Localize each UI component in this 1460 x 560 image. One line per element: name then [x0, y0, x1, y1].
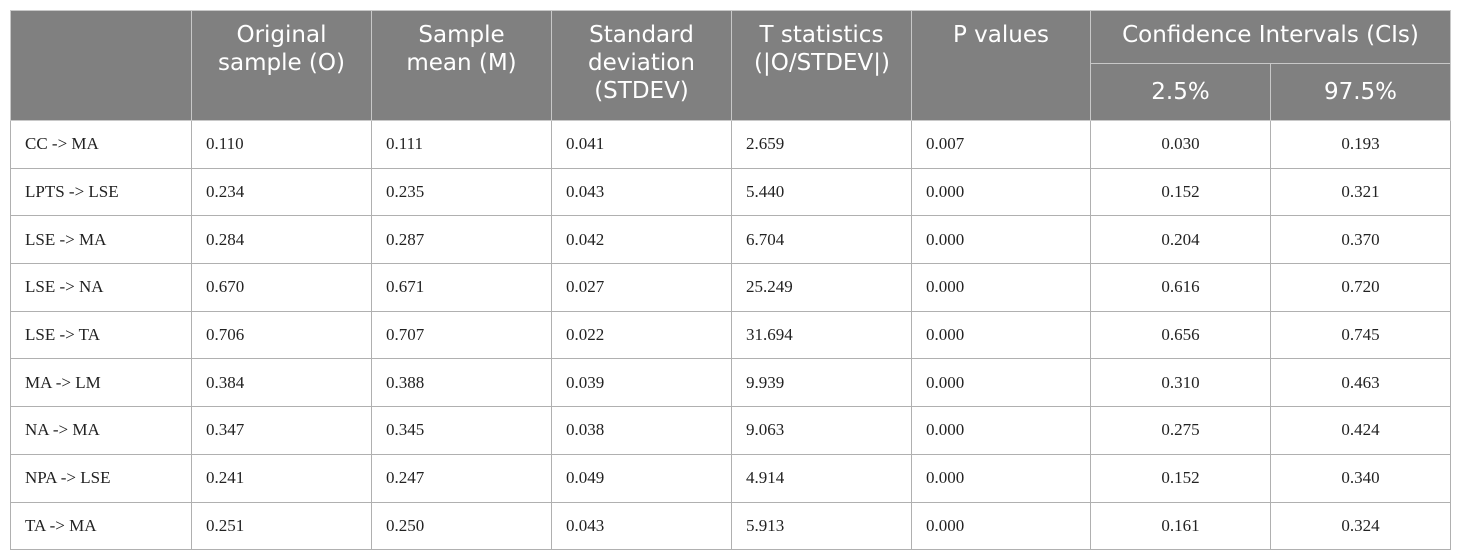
table-body: CC -> MA 0.110 0.111 0.041 2.659 0.007 0.030 0.…: [10, 120, 1451, 551]
row-label: NPA -> LSE: [10, 453, 192, 503]
table-row: NA -> MA 0.347 0.345 0.038 9.063 0.000 0.275 0.…: [10, 406, 1451, 455]
table-cell: 0.000: [911, 263, 1091, 312]
table-cell: 0.347: [191, 406, 372, 455]
header-cell: T statistics (|O/STDEV|): [731, 10, 912, 121]
table-cell: 6.704: [731, 215, 912, 265]
header-cell: [10, 10, 192, 121]
table-cell: 0.310: [1090, 358, 1271, 408]
table-row: TA -> MA 0.251 0.250 0.043 5.913 0.000 0.161 0.…: [10, 501, 1451, 551]
table-cell: 0.161: [1090, 501, 1271, 551]
row-label: NA -> MA: [10, 406, 192, 455]
table-cell: 0.007: [911, 120, 1091, 169]
table-cell: 0.041: [551, 120, 732, 169]
table-cell: 0.250: [371, 501, 552, 551]
table-cell: 0.000: [911, 453, 1091, 503]
table-cell: 0.043: [551, 167, 732, 217]
header-cell: P values: [911, 10, 1091, 121]
table-row: MA -> LM 0.384 0.388 0.039 9.939 0.000 0.310 0.…: [10, 358, 1451, 408]
row-label: TA -> MA: [10, 501, 192, 551]
table-cell: 0.706: [191, 310, 372, 360]
table-cell: 0.235: [371, 167, 552, 217]
table-cell: 0.039: [551, 358, 732, 408]
table-cell: 5.913: [731, 501, 912, 551]
header-cell: Standard deviation (STDEV): [551, 10, 732, 121]
table-cell: 0.000: [911, 406, 1091, 455]
row-label: MA -> LM: [10, 358, 192, 408]
row-label: LPTS -> LSE: [10, 167, 192, 217]
table-row: LPTS -> LSE 0.234 0.235 0.043 5.440 0.000 0.15…: [10, 167, 1451, 217]
table-cell: 0.000: [911, 310, 1091, 360]
table-cell: 0.234: [191, 167, 372, 217]
table-cell: 0.745: [1270, 310, 1451, 360]
table-cell: 0.049: [551, 453, 732, 503]
header-subcell: 97.5%: [1270, 63, 1451, 121]
table-cell: 31.694: [731, 310, 912, 360]
table-cell: 0.321: [1270, 167, 1451, 217]
table-cell: 0.284: [191, 215, 372, 265]
table-cell: 0.463: [1270, 358, 1451, 408]
header-cell: Original sample (O): [191, 10, 372, 121]
header-subcell: 2.5%: [1090, 63, 1271, 121]
table-cell: 0.000: [911, 501, 1091, 551]
table-cell: 0.204: [1090, 215, 1271, 265]
table-cell: 5.440: [731, 167, 912, 217]
table-cell: 0.324: [1270, 501, 1451, 551]
header-cell: Sample mean (M): [371, 10, 552, 121]
row-label: LSE -> MA: [10, 215, 192, 265]
table-cell: 0.000: [911, 167, 1091, 217]
header-row: Original sample (O) Sample mean (M) Standa…: [10, 10, 1451, 121]
table-cell: 25.249: [731, 263, 912, 312]
table-cell: 0.030: [1090, 120, 1271, 169]
table-row: LSE -> MA 0.284 0.287 0.042 6.704 0.000 0.204 0…: [10, 215, 1451, 265]
table-row: LSE -> NA 0.670 0.671 0.027 25.249 0.000 0.616…: [10, 263, 1451, 312]
header-group-cell: Confidence Intervals (CIs): [1090, 10, 1451, 64]
table-cell: 0.027: [551, 263, 732, 312]
row-label: LSE -> NA: [10, 263, 192, 312]
row-label: LSE -> TA: [10, 310, 192, 360]
table-cell: 0.656: [1090, 310, 1271, 360]
table-header: Original sample (O) Sample mean (M) Standa…: [10, 10, 1451, 121]
results-table: Original sample (O) Sample mean (M) Standa…: [10, 10, 1451, 551]
table-cell: 0.111: [371, 120, 552, 169]
table-cell: 0.370: [1270, 215, 1451, 265]
table-cell: 0.241: [191, 453, 372, 503]
table-cell: 0.110: [191, 120, 372, 169]
table-cell: 0.340: [1270, 453, 1451, 503]
table-cell: 0.345: [371, 406, 552, 455]
table-cell: 0.670: [191, 263, 372, 312]
table-cell: 0.720: [1270, 263, 1451, 312]
table-cell: 0.251: [191, 501, 372, 551]
table-cell: 0.043: [551, 501, 732, 551]
header-row: 2.5% 97.5%: [11, 63, 1451, 121]
table-cell: 0.247: [371, 453, 552, 503]
table-cell: 0.152: [1090, 167, 1271, 217]
table-cell: 0.388: [371, 358, 552, 408]
table-row: LSE -> TA 0.706 0.707 0.022 31.694 0.000 0.656…: [10, 310, 1451, 360]
table-cell: 0.275: [1090, 406, 1271, 455]
table-cell: 0.707: [371, 310, 552, 360]
table-cell: 0.000: [911, 215, 1091, 265]
table-cell: 0.152: [1090, 453, 1271, 503]
table-cell: 0.000: [911, 358, 1091, 408]
table-cell: 0.287: [371, 215, 552, 265]
table-cell: 4.914: [731, 453, 912, 503]
table-cell: 0.038: [551, 406, 732, 455]
table-cell: 0.616: [1090, 263, 1271, 312]
table-row: CC -> MA 0.110 0.111 0.041 2.659 0.007 0.030 0.…: [10, 120, 1451, 169]
table-row: NPA -> LSE 0.241 0.247 0.049 4.914 0.000 0.152…: [10, 453, 1451, 503]
table-cell: 0.042: [551, 215, 732, 265]
table-cell: 9.939: [731, 358, 912, 408]
table-cell: 0.022: [551, 310, 732, 360]
table-cell: 0.193: [1270, 120, 1451, 169]
table-cell: 9.063: [731, 406, 912, 455]
table-cell: 0.671: [371, 263, 552, 312]
row-label: CC -> MA: [10, 120, 192, 169]
table-cell: 0.424: [1270, 406, 1451, 455]
table-cell: 2.659: [731, 120, 912, 169]
table-cell: 0.384: [191, 358, 372, 408]
